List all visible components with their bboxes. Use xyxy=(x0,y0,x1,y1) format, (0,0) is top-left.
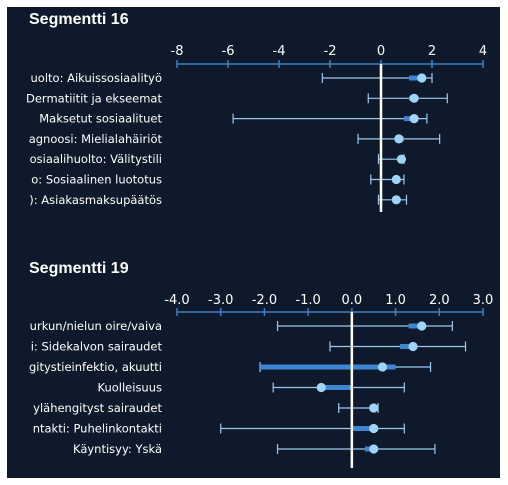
point-estimate xyxy=(316,382,326,393)
effect-bar xyxy=(399,344,414,349)
row-label: gitystieinfektio, akuutti xyxy=(29,360,162,374)
x-tick-label: -4.0 xyxy=(164,293,189,308)
point-estimate xyxy=(391,174,401,185)
row-label: agnoosi: Mielialahäiriöt xyxy=(29,132,163,146)
point-estimate xyxy=(396,154,406,164)
x-tick-label: -6 xyxy=(222,44,235,59)
segment-19-title: Segmentti 19 xyxy=(29,260,129,277)
x-tick-label: 2.0 xyxy=(429,293,450,308)
x-tick-label: -1.0 xyxy=(295,293,320,308)
point-estimate xyxy=(417,321,427,331)
x-tick-label: 0 xyxy=(377,44,385,59)
row-label: uolto: Aikuissosiaalityö xyxy=(31,71,163,85)
row-label: urkun/nielun oire/vaiva xyxy=(30,319,162,333)
forest-plot-0: -8 -6 -4 -2 0 2 4 uolto: Aikuissosiaalityö Derma… xyxy=(26,44,487,212)
point-estimate xyxy=(409,114,419,124)
point-estimate xyxy=(391,195,401,205)
row-label: ylähengityst sairaudet xyxy=(33,401,162,415)
effect-bar xyxy=(408,323,422,329)
dashboard-panel: Segmentti 16 Segmentti 19 -8 -6 -4 -2 0 2 4 uol… xyxy=(7,7,500,478)
row-label: Käyntisyy: Yskä xyxy=(73,442,162,456)
x-tick-label: -2.0 xyxy=(252,293,277,308)
x-tick-label: -8 xyxy=(171,44,184,59)
row-label: ntakti: Puhelinkontakti xyxy=(33,422,162,436)
point-estimate xyxy=(409,93,419,103)
x-tick-label: 1.0 xyxy=(385,293,406,308)
row-label: i: Sidekalvon sairaudet xyxy=(31,340,163,354)
x-tick-label: 4 xyxy=(479,44,487,59)
row-label: Maksetut sosiaalituet xyxy=(39,112,162,126)
x-tick-label: -4 xyxy=(273,44,286,59)
point-estimate xyxy=(369,444,379,454)
effect-bar xyxy=(351,426,379,431)
point-estimate xyxy=(369,403,379,413)
x-tick-label: 2 xyxy=(428,44,436,59)
x-tick-label: -3.0 xyxy=(208,293,233,308)
row-label: osiaalihuolto: Välitystili xyxy=(30,152,162,166)
x-tick-label: 0.0 xyxy=(342,293,363,308)
point-estimate xyxy=(417,73,427,83)
point-estimate xyxy=(377,362,388,372)
point-estimate xyxy=(394,134,404,144)
forest-plots: -8 -6 -4 -2 0 2 4 uolto: Aikuissosiaalityö Derma… xyxy=(26,44,493,468)
effect-bar xyxy=(321,385,352,390)
effect-bar xyxy=(260,364,396,370)
row-label: Dermatiitit ja ekseemat xyxy=(26,91,162,105)
effect-bar xyxy=(409,75,422,81)
row-label: Kuolleisuus xyxy=(97,381,162,395)
effect-bar xyxy=(403,116,415,122)
point-estimate xyxy=(369,423,379,434)
row-label: ): Asiakasmaksupäätös xyxy=(29,193,162,207)
row-label: o: Sosiaalinen luototus xyxy=(31,173,162,187)
point-estimate xyxy=(408,341,418,352)
x-tick-label: 3.0 xyxy=(473,293,494,308)
forest-plot-1: -4.0 -3.0 -2.0 -1.0 0.0 1.0 2.0 3.0 urkun/nielun… xyxy=(29,293,493,468)
segment-16-title: Segmentti 16 xyxy=(29,11,129,28)
x-tick-label: -2 xyxy=(324,44,337,59)
